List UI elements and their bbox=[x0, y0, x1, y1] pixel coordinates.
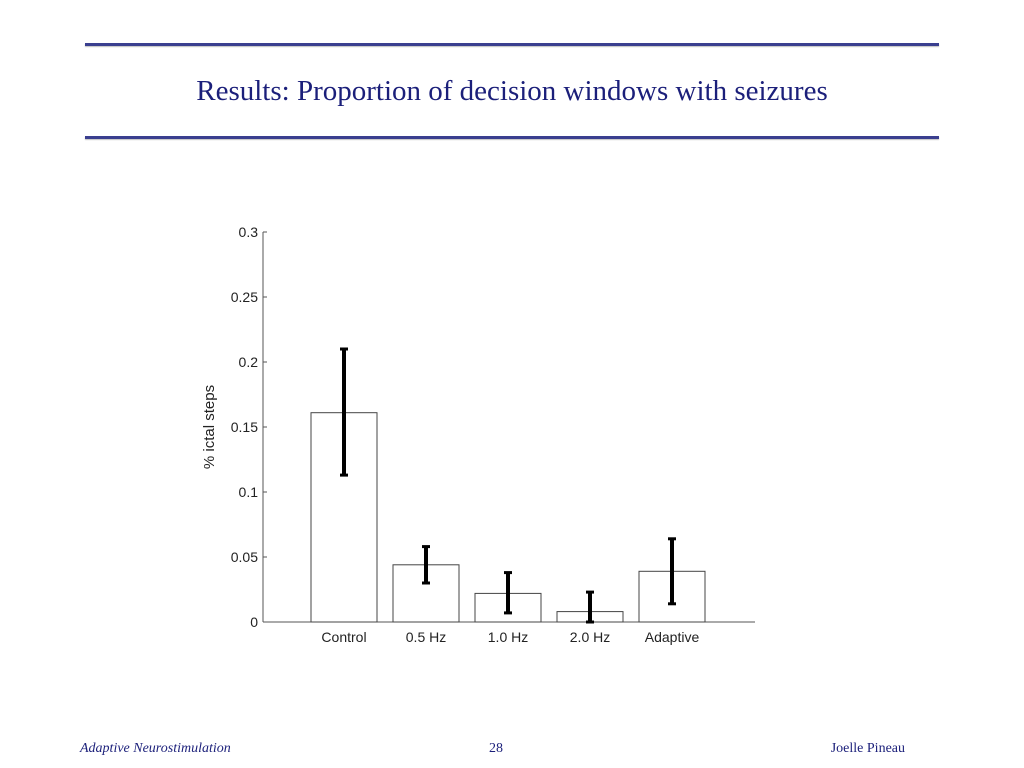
x-tick-label: Control bbox=[321, 629, 366, 645]
footer-page-number: 28 bbox=[489, 741, 503, 756]
x-tick-label: 1.0 Hz bbox=[488, 629, 528, 645]
y-tick-label: 0 bbox=[250, 614, 258, 630]
y-axis-label: % ictal steps bbox=[201, 385, 218, 469]
footer-presentation-title: Adaptive Neurostimulation bbox=[80, 741, 231, 756]
y-tick-label: 0.25 bbox=[231, 289, 258, 305]
x-tick-label: 2.0 Hz bbox=[570, 629, 610, 645]
x-tick-label: 0.5 Hz bbox=[406, 629, 446, 645]
bottom-rule bbox=[85, 136, 939, 139]
y-tick-label: 0.3 bbox=[239, 224, 259, 240]
top-rule bbox=[85, 43, 939, 46]
chart-error-bars bbox=[340, 347, 676, 624]
y-tick-label: 0.15 bbox=[231, 419, 258, 435]
x-tick-label: Adaptive bbox=[645, 629, 700, 645]
y-tick-label: 0.1 bbox=[239, 484, 259, 500]
slide-title: Results: Proportion of decision windows … bbox=[196, 75, 828, 107]
y-tick-label: 0.2 bbox=[239, 354, 259, 370]
footer-author: Joelle Pineau bbox=[830, 741, 905, 756]
chart-labels: 0 0.05 0.1 0.15 0.2 0.25 0.3 % ictal steps Contr… bbox=[201, 224, 699, 645]
y-tick-label: 0.05 bbox=[231, 549, 258, 565]
